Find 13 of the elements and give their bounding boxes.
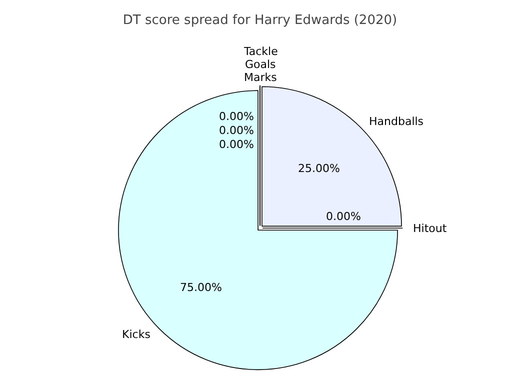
- slice-label: Handballs: [369, 115, 424, 128]
- slice-label: Kicks: [122, 328, 151, 341]
- category-label: Goals: [245, 58, 276, 71]
- text: 0.00%: [219, 124, 254, 137]
- text: 0.00%: [219, 110, 254, 123]
- data-label: 25.00%: [298, 162, 340, 175]
- chart-title: DT score spread for Harry Edwards (2020): [122, 13, 398, 28]
- category-label: Hitout: [413, 222, 447, 235]
- text: 0.00%: [326, 210, 361, 223]
- data-label: 75.00%: [180, 281, 222, 294]
- category-label: Tackle: [244, 45, 278, 58]
- text: 0.00%: [219, 138, 254, 151]
- category-label: Marks: [244, 71, 277, 84]
